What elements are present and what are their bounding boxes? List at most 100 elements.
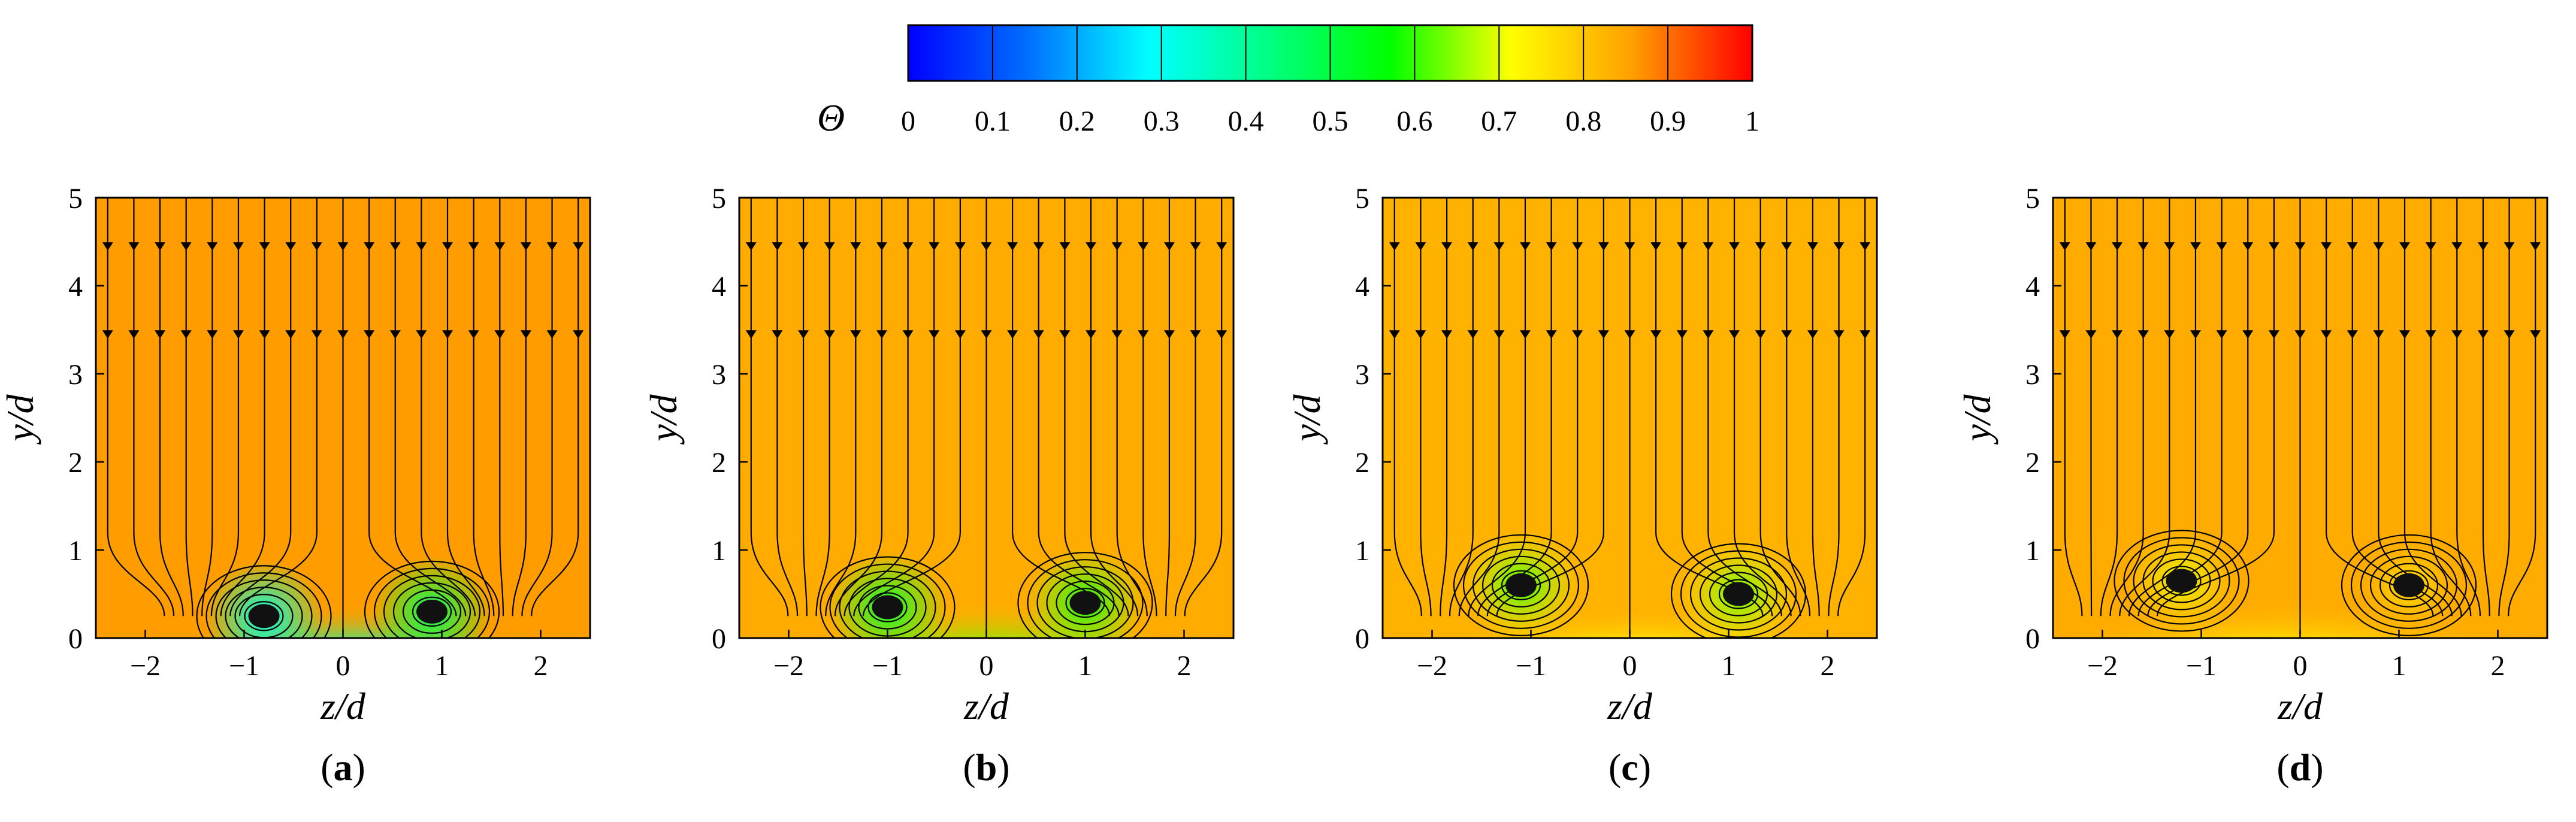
streamline [1837, 198, 1866, 616]
streamline-arrow [520, 330, 531, 339]
streamline-arrow [954, 330, 966, 339]
y-tick-label: 4 [2025, 271, 2040, 303]
y-tick-label: 4 [1355, 271, 1369, 303]
streamline-arrow [2347, 330, 2358, 339]
streamline [2064, 198, 2083, 616]
vortex-streamline [2341, 534, 2477, 636]
streamline-arrow [1729, 330, 1740, 339]
streamline [1496, 198, 1604, 616]
y-tick-label: 3 [712, 359, 726, 391]
streamline-arrow [772, 242, 783, 251]
streamline-arrow [954, 242, 966, 251]
streamline-arrow [1389, 330, 1400, 339]
streamline [802, 198, 808, 616]
streamline [2128, 198, 2197, 616]
streamline-arrow [337, 330, 349, 339]
vortex-streamline [373, 567, 491, 638]
streamline [1468, 198, 1526, 616]
vortex-streamline [2142, 551, 2221, 611]
panels-container: 0 1 2 3 4 5 −2 −1 0 1 2 z/d y/d (a) 0 1 2 3 4 5 −2 −1 0 1 2 z/d y/… [0, 183, 2548, 788]
streamline-arrow [2477, 242, 2489, 251]
streamline-arrow [2399, 242, 2411, 251]
streamline-arrow [772, 330, 783, 339]
vortex-streamline [402, 589, 462, 634]
streamline-arrow [824, 242, 835, 251]
streamline-arrow [1572, 330, 1583, 339]
vortex-streamline [412, 596, 452, 627]
streamline-arrow [1546, 242, 1557, 251]
y-tick-label: 3 [68, 359, 83, 391]
vortex-streamline [1670, 543, 1807, 638]
streamline-arrow [285, 330, 297, 339]
vortex-streamline [829, 563, 946, 638]
streamline-arrow [494, 242, 506, 251]
colorbar-tick-label: 0.7 [1481, 105, 1517, 137]
streamline [159, 198, 184, 616]
vortex-streamline [858, 585, 917, 630]
streamline-arrow [232, 242, 244, 251]
y-tick-label: 1 [68, 535, 83, 567]
x-tick-label: 1 [435, 650, 449, 682]
streamline-arrow [1111, 242, 1123, 251]
vortex-streamline [1699, 564, 1778, 624]
x-tick-label: −1 [872, 650, 903, 682]
x-tick-label: −1 [2186, 650, 2217, 682]
streamline-arrow [1833, 330, 1845, 339]
streamline-arrow [2059, 242, 2070, 251]
vortex-core [1723, 582, 1754, 606]
vortex-streamline [2114, 530, 2250, 632]
x-axis-label: z/d [1607, 685, 1653, 727]
streamline-arrow [494, 330, 506, 339]
vortex-streamline [839, 570, 936, 638]
streamline-arrow [2530, 330, 2541, 339]
streamline-arrow [1807, 330, 1818, 339]
streamline-arrow [1624, 242, 1635, 251]
x-tick-label: 2 [1821, 650, 1835, 682]
streamline-arrow [1860, 242, 1871, 251]
streamline-arrow [389, 330, 401, 339]
vortex-streamline [2152, 558, 2211, 603]
streamline [185, 198, 193, 616]
streamline-arrow [1216, 330, 1227, 339]
streamline-arrow [798, 330, 809, 339]
streamline [2482, 198, 2490, 616]
y-tick-label: 4 [712, 271, 726, 303]
y-tick-label: 5 [2025, 183, 2040, 214]
y-tick-label: 0 [712, 623, 726, 655]
colorbar-tick-labels: 0 0.1 0.2 0.3 0.4 0.5 0.6 0.7 0.8 0.9 1 [901, 105, 1759, 137]
vortex-streamline [1056, 581, 1115, 625]
y-tick-label: 2 [712, 447, 726, 479]
streamline-arrow [2268, 242, 2279, 251]
streamline [2430, 198, 2472, 616]
streamline-arrow [2164, 330, 2175, 339]
streamline-arrow [364, 242, 375, 251]
streamline [1786, 198, 1811, 616]
streamline [512, 198, 527, 616]
streamline-arrow [1729, 242, 1740, 251]
streamline [220, 198, 265, 616]
streamline-arrow [1033, 330, 1044, 339]
streamline [394, 198, 467, 616]
x-tick-label: −1 [229, 650, 259, 682]
streamline-arrow [2242, 330, 2254, 339]
streamline-arrow [416, 330, 427, 339]
vortex-core [416, 599, 448, 624]
x-tick-label: 2 [2491, 650, 2505, 682]
streamline [1440, 198, 1448, 616]
streamline [1064, 198, 1129, 616]
vortex-streamline [1718, 579, 1759, 609]
streamline [2508, 198, 2536, 616]
colorbar-tick-label: 0.2 [1059, 105, 1095, 137]
x-tick-label: 1 [1078, 650, 1093, 682]
y-tick-label: 5 [68, 183, 83, 214]
panel-caption: (d) [2276, 746, 2323, 788]
streamline [238, 198, 318, 616]
streamline-arrow [207, 330, 218, 339]
streamline [1681, 198, 1773, 616]
streamline-arrow [416, 242, 427, 251]
streamline [133, 198, 175, 616]
vortex-streamline [2379, 563, 2439, 608]
y-axis-label: y/d [1956, 394, 1998, 445]
vortex-streamline [244, 601, 284, 631]
